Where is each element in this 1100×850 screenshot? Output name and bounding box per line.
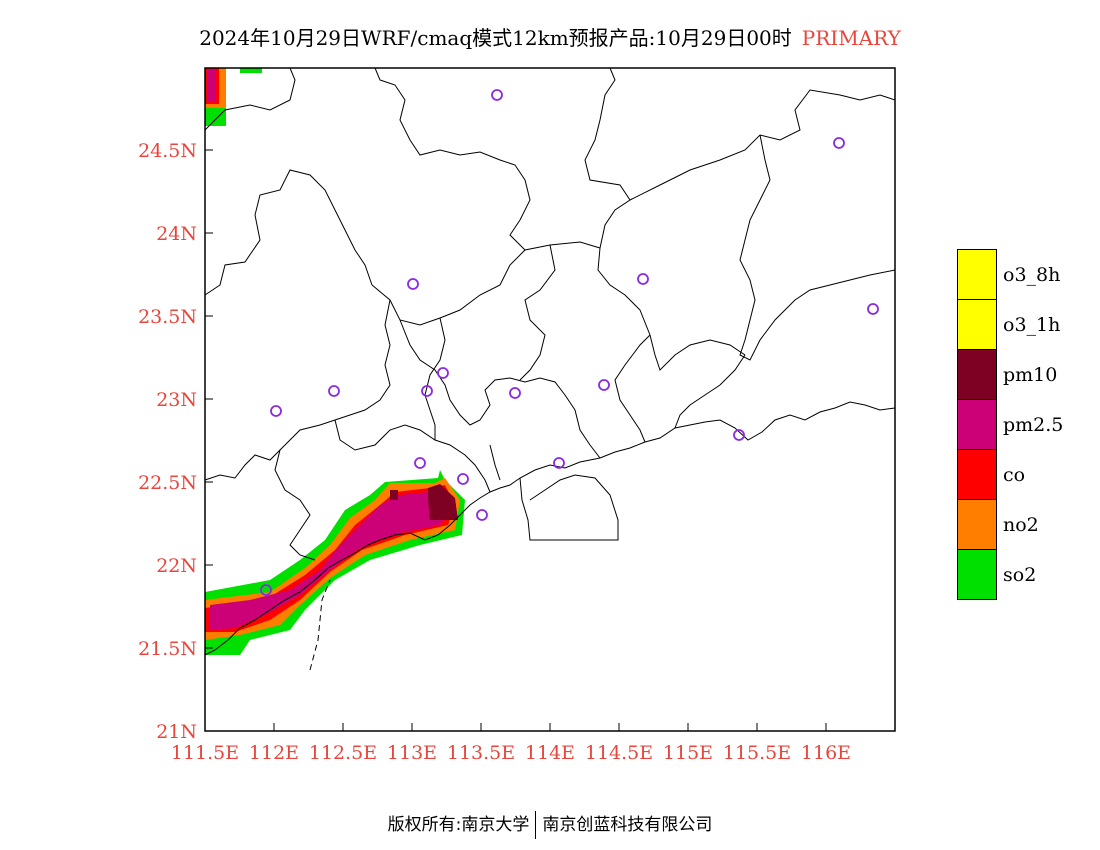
lon-tick-label: 112.5E [309, 742, 377, 764]
footer-separator [535, 811, 537, 839]
map-frame [204, 67, 896, 732]
pm10-core [428, 484, 458, 520]
coastline [204, 401, 896, 656]
boundary-16 [489, 444, 501, 481]
boundary-7 [519, 244, 556, 381]
boundary-14 [674, 354, 746, 429]
legend-swatch-no2 [957, 499, 997, 550]
pm10-cell [390, 490, 398, 500]
lon-tick-label: 111.5E [171, 742, 239, 764]
station-marker [491, 89, 503, 101]
legend-label-co: co [1003, 464, 1026, 486]
lat-tick-label: 21N [156, 721, 197, 743]
legend-item-pm25: pm2.5 [957, 399, 1097, 450]
boundary-5 [629, 89, 896, 201]
station-marker [437, 367, 449, 379]
station-marker [270, 405, 282, 417]
lon-tick-label: 115E [663, 742, 713, 764]
boundary-9 [204, 299, 391, 481]
station-marker [867, 303, 879, 315]
longitude-ticks: 111.5E 112E 112.5E 113E 113.5E 114E 114.5E 115E… [171, 723, 851, 764]
legend-swatch-co [957, 449, 997, 500]
legend-swatch-o3-8h [957, 249, 997, 300]
lon-tick-label: 116E [801, 742, 851, 764]
lat-tick-label: 21.5N [138, 638, 197, 660]
title-main: 2024年10月29日WRF/cmaq模式12km预报产品:10月29日00时 [199, 26, 792, 50]
dashed-line [309, 579, 331, 671]
copyright-footer: 版权所有:南京大学 南京创蓝科技有限公司 [0, 810, 1100, 839]
monitoring-stations [260, 89, 879, 596]
legend-label-o3-8h: o3_8h [1003, 264, 1061, 286]
legend-label-o3-1h: o3_1h [1003, 314, 1061, 336]
footer-company: 南京创蓝科技有限公司 [542, 815, 713, 835]
legend-swatch-o3-1h [957, 299, 997, 350]
station-marker [553, 457, 565, 469]
legend-item-co: co [957, 449, 1097, 500]
station-marker [328, 385, 340, 397]
lon-tick-label: 114E [525, 742, 575, 764]
boundary-1 [204, 67, 296, 131]
legend-label-pm10: pm10 [1003, 364, 1058, 386]
lat-tick-label: 22N [156, 555, 197, 577]
station-marker [421, 385, 433, 397]
boundary-12 [399, 319, 601, 459]
legend-swatch-so2 [957, 549, 997, 600]
legend-swatch-pm10 [957, 349, 997, 400]
boundary-6 [739, 134, 896, 361]
station-marker [733, 429, 745, 441]
so2-cell [240, 68, 262, 73]
legend-label-no2: no2 [1003, 514, 1039, 536]
lat-tick-label: 22.5N [138, 472, 197, 494]
boundary-3 [374, 67, 531, 251]
legend-item-so2: so2 [957, 549, 1097, 600]
station-marker [598, 379, 610, 391]
boundary-10 [274, 449, 316, 561]
boundary-11 [334, 419, 491, 493]
legend-item-pm10: pm10 [957, 349, 1097, 400]
legend-label-pm25: pm2.5 [1003, 414, 1064, 436]
station-marker [407, 278, 419, 290]
legend-item-o3-8h: o3_8h [957, 249, 1097, 300]
boundary-4 [584, 67, 631, 249]
boundary-8 [597, 247, 746, 371]
legend-label-so2: so2 [1003, 564, 1037, 586]
map-title: 2024年10月29日WRF/cmaq模式12km预报产品:10月29日00时 P… [0, 22, 1100, 51]
lon-tick-label: 115.5E [723, 742, 791, 764]
title-tag: PRIMARY [801, 26, 901, 50]
lon-tick-label: 113E [387, 742, 437, 764]
lon-tick-label: 113.5E [447, 742, 515, 764]
boundary-15 [424, 317, 446, 440]
station-marker [457, 473, 469, 485]
lat-tick-label: 24N [156, 223, 197, 245]
latitude-ticks: 24.5N 24N 23.5N 23N 22.5N 22N 21.5N 21N [138, 140, 213, 743]
pollutant-legend: o3_8h o3_1h pm10 pm2.5 co no2 so2 [957, 249, 1097, 600]
station-marker [833, 137, 845, 149]
lat-tick-label: 24.5N [138, 140, 197, 162]
station-marker [509, 387, 521, 399]
lat-tick-label: 23N [156, 389, 197, 411]
lon-tick-label: 112E [249, 742, 299, 764]
boundary-2 [204, 169, 601, 326]
legend-swatch-pm25 [957, 399, 997, 450]
pollution-layer [205, 68, 465, 655]
legend-item-no2: no2 [957, 499, 1097, 550]
station-marker [637, 273, 649, 285]
estuary [519, 474, 619, 541]
boundary-lines [204, 67, 896, 671]
lat-tick-label: 23.5N [138, 306, 197, 328]
pm25-cell [207, 70, 216, 102]
boundary-13 [614, 334, 651, 443]
station-marker [260, 584, 272, 596]
pm25-band [210, 490, 450, 630]
footer-owner: 版权所有:南京大学 [387, 815, 530, 835]
station-marker [414, 457, 426, 469]
legend-item-o3-1h: o3_1h [957, 299, 1097, 350]
station-marker [476, 509, 488, 521]
lon-tick-label: 114.5E [585, 742, 653, 764]
